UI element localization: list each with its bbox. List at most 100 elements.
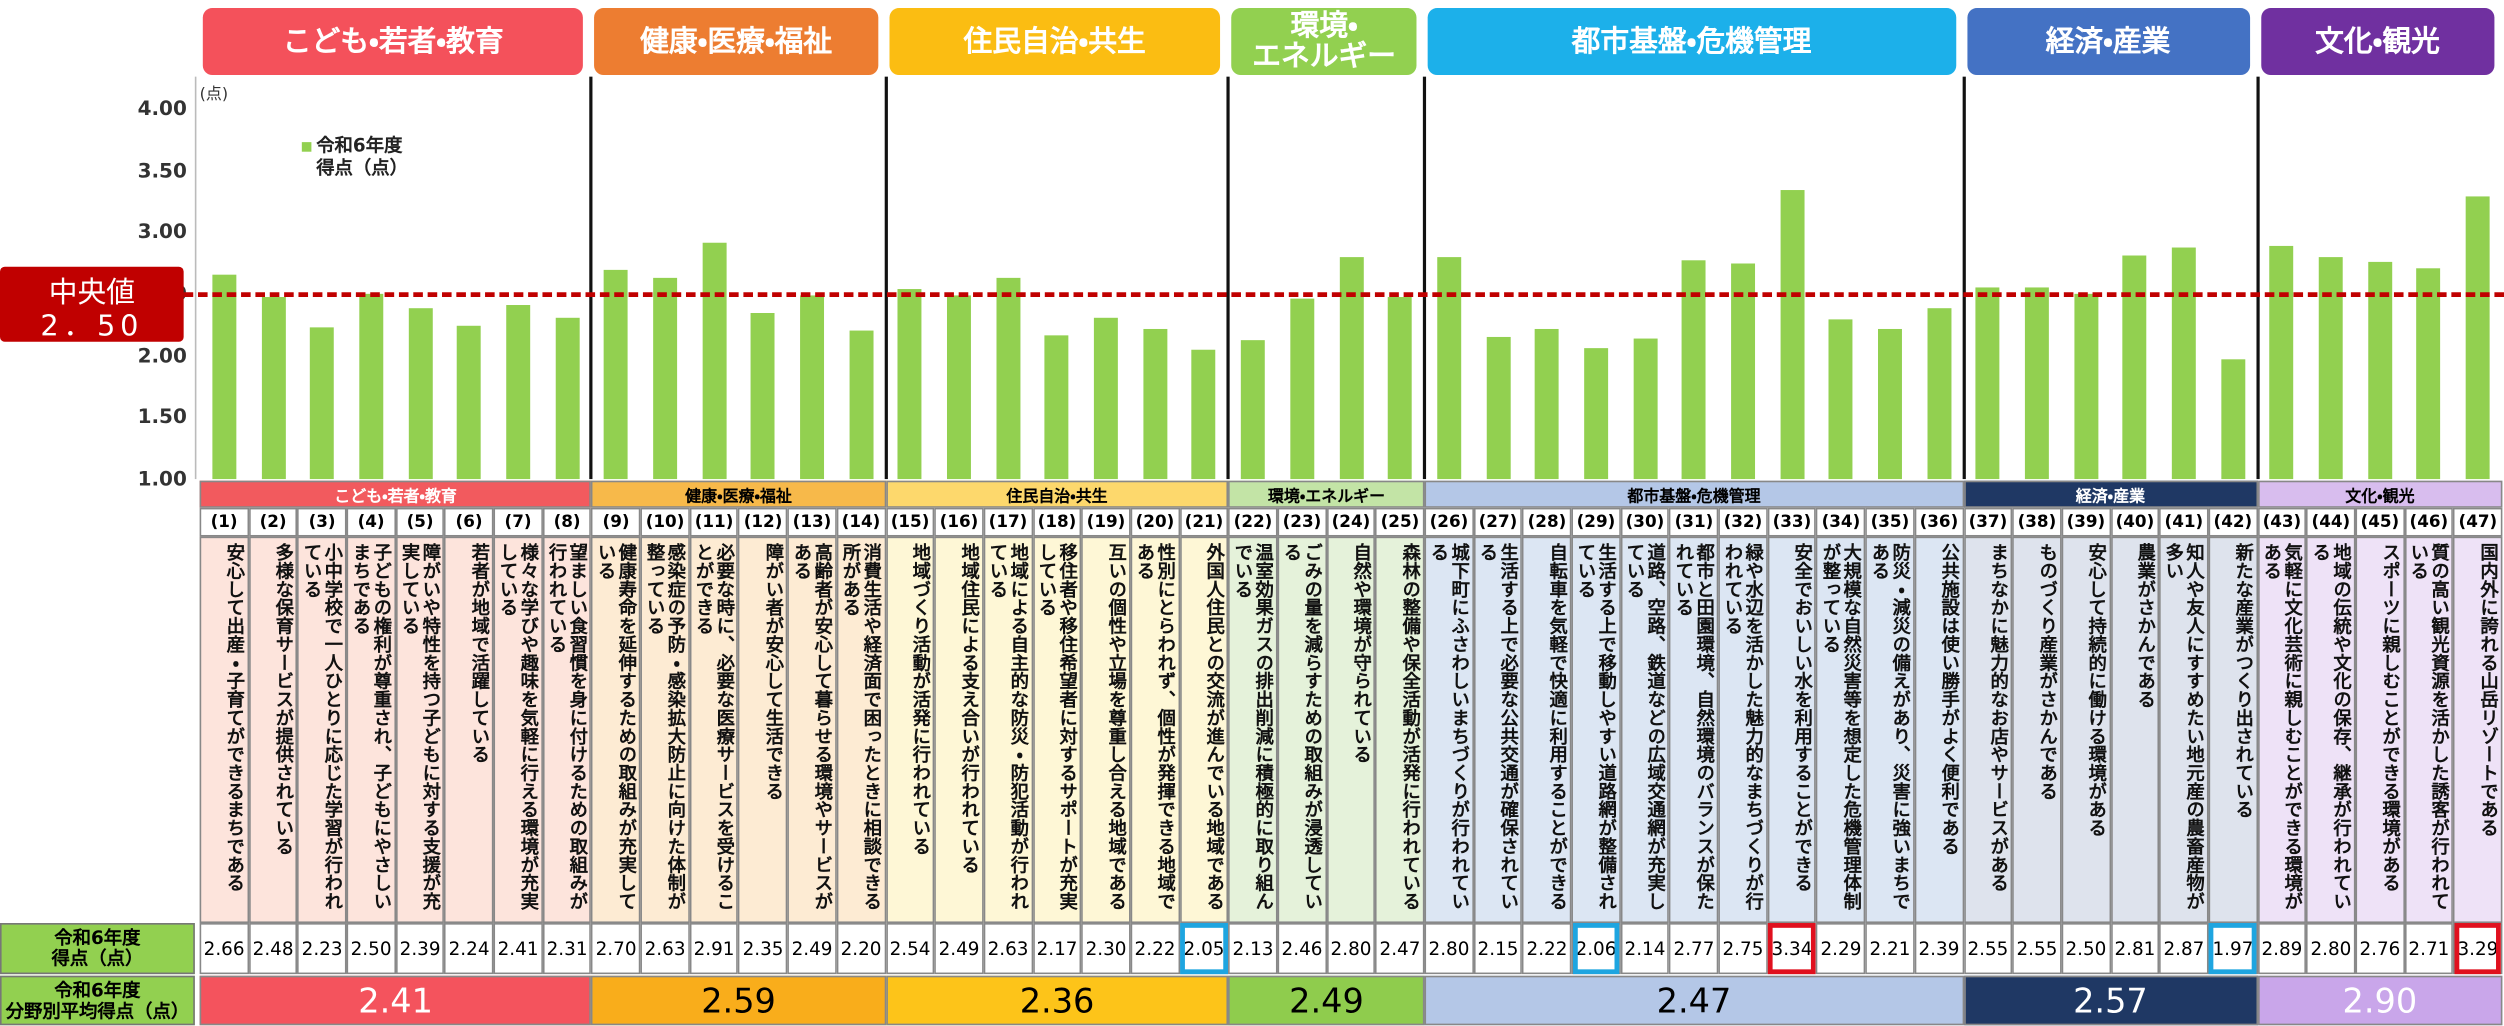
y-unit: (点) [199, 86, 229, 104]
bar [1290, 298, 1314, 480]
score-cell: 2.21 [1865, 923, 1915, 975]
group-tab: 都市基盤・危機管理 [1427, 7, 1956, 76]
item-text: 都市と田園環境、自然環境のバランスが保たれている [1669, 536, 1719, 924]
group-tab: 経済・産業 [1966, 7, 2250, 76]
group-separator [2255, 76, 2260, 480]
score-cell: 2.80 [1424, 923, 1474, 975]
item-text: 消費生活や経済面で困ったときに相談できる所がある [836, 536, 886, 924]
item-number: (8) [542, 507, 592, 537]
item-text: 安心して持続的に働ける環境がある [2061, 536, 2111, 924]
score-cell: 2.80 [1326, 923, 1376, 975]
item-text: 望ましい食習慣を身に付けるための取組みが行われている [542, 536, 592, 924]
legend-swatch [301, 142, 312, 152]
score-cell: 2.46 [1277, 923, 1327, 975]
item-number: (11) [689, 507, 739, 537]
score-cell: 2.63 [640, 923, 690, 975]
item-text: 地域による自主的な防災・防犯活動が行われている [983, 536, 1033, 924]
bar [800, 295, 825, 480]
item-number: (34) [1816, 507, 1866, 537]
item-text: 大規模な自然災害等を想定した危機管理体制が整っている [1816, 536, 1866, 924]
score-cell: 2.89 [2257, 923, 2307, 975]
item-number: (25) [1375, 507, 1425, 537]
item-text: 感染症の予防・感染拡大防止に向けた体制が整っている [640, 536, 690, 924]
row-header: 令和6年度 得点（点） [0, 923, 195, 975]
item-text: 健康寿命を延伸するための取組みが充実している [591, 536, 641, 924]
score-cell: 2.20 [836, 923, 886, 975]
bar [1094, 318, 1119, 480]
score-cell: 2.39 [395, 923, 445, 975]
score-cell: 2.71 [2404, 923, 2454, 975]
bar [751, 312, 776, 480]
item-text: 質の高い観光資源を活かした誘客が行われている [2404, 536, 2454, 924]
item-text: 生活する上で必要な公共交通が確保されている [1473, 536, 1523, 924]
bar [1682, 260, 1706, 480]
item-number: (33) [1767, 507, 1817, 537]
score-cell: 2.77 [1669, 923, 1719, 975]
item-number: (16) [934, 507, 984, 537]
bar [1975, 287, 2000, 480]
item-text: 障がい者が安心して生活できる [738, 536, 788, 924]
item-number: (2) [248, 507, 298, 537]
highlight-box [1180, 923, 1228, 975]
item-number: (40) [2110, 507, 2160, 537]
item-text: 温室効果ガスの排出削減に積極的に取り組んでいる [1228, 536, 1278, 924]
item-number: (1) [199, 507, 249, 537]
bar [2416, 267, 2441, 480]
bar [1045, 334, 1070, 480]
group-band: 経済・産業 [1963, 480, 2258, 508]
score-cell: 2.50 [2061, 923, 2111, 975]
item-number: (27) [1473, 507, 1523, 537]
group-separator [1226, 76, 1231, 480]
item-text: 地域の伝統や文化の保存、継承が行われている [2306, 536, 2356, 924]
reference-label: 中央値 [48, 276, 135, 310]
item-number: (9) [591, 507, 641, 537]
item-text: 気軽に文化芸術に親しむことができる環境がある [2257, 536, 2307, 924]
item-text: ものづくり産業がさかんである [2012, 536, 2062, 924]
bar [1241, 339, 1265, 480]
score-cell: 2.14 [1620, 923, 1670, 975]
bar [1143, 328, 1167, 480]
bar [1632, 338, 1657, 480]
group-band: 健康・医療・福祉 [591, 480, 886, 508]
bar [1828, 319, 1853, 480]
group-separator [1961, 76, 1966, 480]
group-average: 2.59 [591, 975, 886, 1026]
bar [1437, 256, 1461, 480]
bar [996, 277, 1020, 480]
item-text: 障がいや特性を持つ子どもに対する支援が充実している [395, 536, 445, 924]
score-cell: 2.48 [248, 923, 298, 975]
item-number: (22) [1228, 507, 1278, 537]
item-number: (45) [2355, 507, 2405, 537]
reference-value: 2．50 [40, 309, 144, 344]
item-text: 農業がさかんである [2110, 536, 2160, 924]
item-text: 森林の整備や保全活動が活発に行われている [1375, 536, 1425, 924]
score-cell: 2.66 [199, 923, 249, 975]
item-text: 城下町にふさわしいまちづくりが行われている [1424, 536, 1474, 924]
group-average: 2.90 [2257, 975, 2503, 1026]
item-text: 地域住民による支え合いが行われている [934, 536, 984, 924]
item-text: 外国人住民との交流が進んでいる地域である [1179, 536, 1229, 924]
bar [1583, 348, 1608, 480]
bar [2220, 359, 2245, 480]
bar [702, 243, 727, 480]
score-cell: 2.55 [1963, 923, 2013, 975]
item-number: (20) [1130, 507, 1180, 537]
group-band: 都市基盤・危機管理 [1424, 480, 1964, 508]
item-number: (24) [1326, 507, 1376, 537]
bar [2171, 248, 2196, 480]
item-text: まちなかに魅力的なお店やサービスがある [1963, 536, 2013, 924]
group-tab: 文化・観光 [2260, 7, 2495, 76]
item-number: (15) [885, 507, 935, 537]
group-band: こども・若者・教育 [199, 480, 592, 508]
bar [457, 325, 482, 480]
score-cell: 2.13 [1228, 923, 1278, 975]
score-cell: 2.76 [2355, 923, 2405, 975]
item-number: (47) [2453, 507, 2503, 537]
score-cell: 2.31 [542, 923, 592, 975]
score-cell: 2.75 [1718, 923, 1768, 975]
group-band: 文化・観光 [2257, 480, 2503, 508]
item-text: 地域づくり活動が活発に行われている [885, 536, 935, 924]
group-band: 住民自治・共生 [885, 480, 1229, 508]
item-number: (32) [1718, 507, 1768, 537]
